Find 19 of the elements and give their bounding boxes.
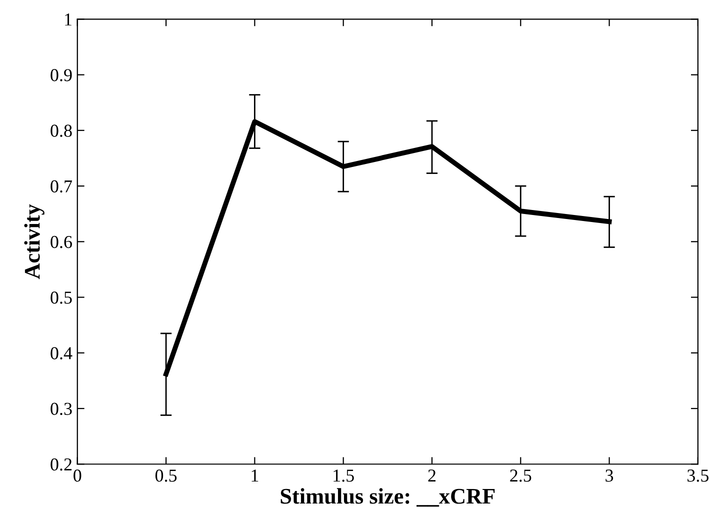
x-tick-label: 1 (252, 470, 258, 482)
y-tick-label: 0.3 (50, 402, 72, 416)
x-tick-label: 3 (606, 470, 614, 482)
x-axis-title: Stimulus size: __xCRF (280, 488, 495, 507)
y-tick-label: 0.6 (50, 236, 72, 248)
y-tick-label: 0.4 (50, 347, 72, 360)
x-tick-label: 0.5 (155, 470, 177, 482)
x-tick-label: 1.5 (334, 470, 354, 482)
x-tick-label: 3.5 (688, 470, 709, 482)
x-tick-label: 2.5 (510, 470, 532, 482)
y-tick-label: 0.7 (50, 180, 72, 193)
x-tick-label: 2 (428, 470, 436, 482)
x-tick-label: 0 (74, 470, 82, 482)
y-tick-label: 0.9 (50, 69, 72, 82)
y-tick-label: 0.8 (50, 124, 72, 137)
y-tick-label: 0.2 (50, 458, 72, 471)
y-tick-label: 1 (65, 14, 72, 26)
y-axis-title: Activity (24, 204, 44, 280)
y-tick-label: 0.5 (50, 292, 72, 304)
